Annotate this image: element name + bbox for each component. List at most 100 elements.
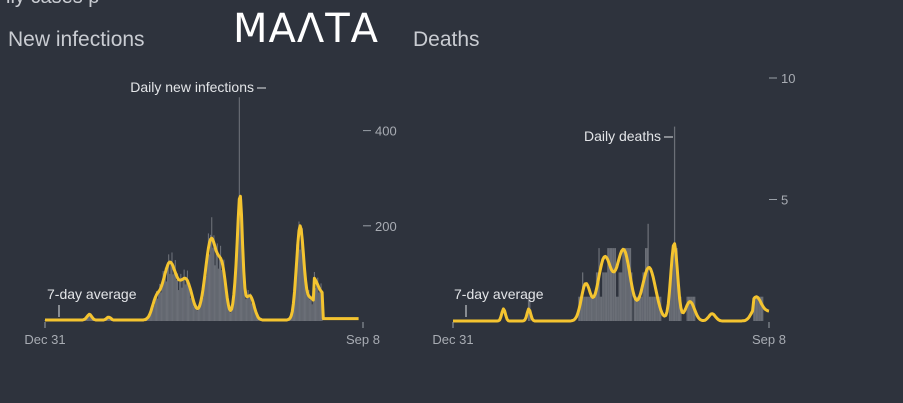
infections-bar [224, 284, 226, 321]
infections-bar [232, 300, 234, 321]
infections-x-label-end: Sep 8 [346, 332, 380, 347]
deaths-bar [655, 296, 657, 321]
infections-bar [252, 301, 254, 321]
deaths-bar [636, 296, 638, 321]
infections-bar [176, 273, 179, 321]
infections-bar [221, 270, 223, 321]
deaths-bar [598, 248, 600, 321]
infections-bar [157, 298, 159, 321]
deaths-annotation-average: 7-day average [454, 286, 544, 302]
infections-bar [305, 272, 307, 321]
infections-bar [162, 271, 164, 321]
infections-bar [190, 298, 192, 321]
deaths-panel-title: Deaths [413, 28, 480, 51]
infections-bar [242, 260, 244, 321]
deaths-bar [605, 272, 608, 321]
deaths-bar [673, 126, 676, 321]
infections-annotation-average: 7-day average [47, 286, 137, 302]
deaths-bar [619, 272, 622, 321]
deaths-bar [657, 296, 659, 321]
infections-bar [202, 297, 204, 321]
infections-bar [152, 301, 154, 321]
infections-bar [189, 283, 191, 321]
infections-bar [165, 281, 168, 321]
infections-bar [300, 234, 302, 321]
infections-bar [174, 260, 176, 321]
deaths-bar [595, 272, 598, 321]
infections-bar [229, 312, 232, 321]
deaths-bar [592, 296, 594, 321]
infections-bar [233, 298, 235, 321]
infections-bar [186, 270, 188, 321]
infections-bar [199, 301, 201, 321]
deaths-bar [626, 248, 628, 321]
infections-bar [215, 253, 217, 321]
infections-bar [249, 293, 251, 321]
infections-bar [164, 267, 166, 321]
deaths-bar [612, 248, 614, 321]
infections-bar [318, 292, 320, 321]
infections-bar [187, 287, 190, 321]
infections-bar [167, 268, 169, 321]
infections-bar [297, 250, 299, 321]
deaths-bar [599, 296, 601, 321]
deaths-bar [671, 272, 673, 321]
infections-bar [160, 292, 162, 321]
deaths-bar [668, 296, 671, 321]
infections-bar [225, 285, 227, 321]
infections-bar [310, 295, 312, 321]
infections-bar [239, 202, 241, 321]
infections-bar [306, 293, 308, 321]
infections-bar [154, 298, 156, 321]
deaths-bar [607, 248, 609, 321]
infections-bar [185, 277, 187, 321]
deaths-bar [643, 272, 645, 321]
infections-bar [155, 291, 158, 321]
infections-bar [302, 267, 304, 321]
infections-bar [220, 245, 222, 321]
deaths-bar [604, 272, 606, 321]
deaths-bar [590, 296, 593, 321]
deaths-bar [675, 248, 677, 321]
infections-bar [320, 283, 322, 321]
infections-bar [240, 199, 243, 321]
infections-bar [293, 296, 296, 321]
infections-bar [245, 299, 247, 321]
infections-bar [317, 277, 319, 321]
deaths-bar [594, 296, 596, 321]
infections-bar [159, 283, 161, 321]
deaths-bar [597, 272, 599, 321]
country-title: ΜΑΛΤΑ [233, 6, 380, 52]
deaths-bar [759, 296, 761, 321]
deaths-bar [687, 296, 690, 321]
infections-bar [153, 305, 155, 321]
deaths-bar [644, 248, 647, 321]
infections-bar [170, 262, 172, 321]
deaths-bar [614, 248, 617, 321]
infections-bar [223, 259, 225, 321]
infections-annotation-daily: Daily new infections [130, 79, 254, 95]
infections-bar [183, 269, 185, 321]
deaths-bar [689, 296, 691, 321]
infections-y-tick-label: 200 [375, 219, 397, 234]
infections-bar [169, 273, 171, 321]
infections-bar [316, 282, 318, 321]
infections-bar [301, 228, 303, 321]
infections-bar [207, 233, 209, 321]
infections-bar [182, 279, 184, 321]
deaths-bar [757, 296, 759, 321]
infections-bar [227, 305, 229, 321]
infections-bar [248, 298, 250, 321]
deaths-bar [588, 296, 590, 321]
infections-bar [247, 290, 249, 321]
infections-bar [172, 274, 174, 321]
infections-bar [205, 275, 207, 321]
deaths-average-line [452, 242, 770, 323]
infections-bar [246, 295, 248, 321]
infections-bar [211, 217, 213, 321]
deaths-y-tick-label: 10 [781, 71, 795, 86]
deaths-bar [647, 223, 649, 321]
cut-off-heading: ily cases p [6, 0, 99, 9]
deaths-bar [634, 296, 637, 321]
infections-bar [231, 309, 233, 321]
